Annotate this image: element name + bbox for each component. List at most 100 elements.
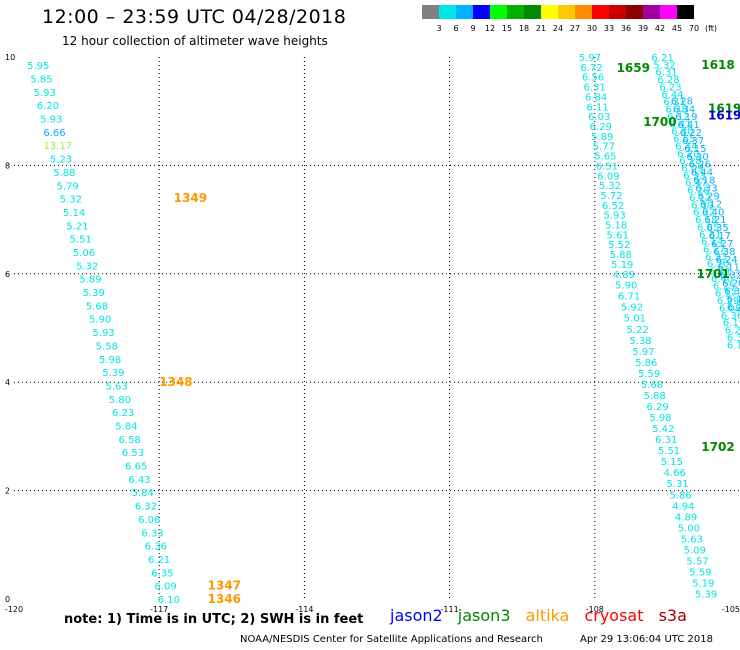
scale-swatch bbox=[558, 5, 575, 19]
wave-height-value: 6.66 bbox=[43, 128, 65, 139]
wave-height-value: 6.23 bbox=[112, 408, 134, 419]
footer-credit: NOAA/NESDIS Center for Satellite Applica… bbox=[240, 634, 543, 645]
wave-height-value: 6.32 bbox=[720, 271, 740, 282]
x-tick-label: -111 bbox=[441, 605, 459, 614]
wave-height-value: 6.12 bbox=[667, 112, 689, 123]
satellite-legend: jason2 jason3 altika cryosat s3a bbox=[390, 606, 697, 625]
wave-height-value: 6.36 bbox=[724, 286, 740, 297]
wave-height-value: 5.84 bbox=[115, 421, 137, 432]
wave-height-value: 6.29 bbox=[698, 191, 720, 202]
wave-height-value: 6.21 bbox=[651, 53, 673, 64]
track-1702: 5.906.715.925.015.225.385.975.865.595.68… bbox=[615, 281, 717, 601]
wave-height-value: 6.30 bbox=[671, 127, 693, 138]
wave-height-value: 6.39 bbox=[691, 200, 713, 211]
y-tick-label: 2 bbox=[5, 487, 10, 496]
wave-height-value: 6.22 bbox=[725, 326, 740, 337]
track-1346: 5.95 5.85 5.93 6.20 5.93 6.66 13.17 5.23 5.88 5.7… bbox=[27, 61, 180, 606]
wave-height-value: 6.35 bbox=[151, 568, 173, 579]
scale-label: 9 bbox=[470, 24, 475, 33]
wave-height-value: 5.97 bbox=[579, 53, 601, 64]
page-subtitle: 12 hour collection of altimeter wave hei… bbox=[62, 34, 328, 48]
wave-height-value: 6.27 bbox=[703, 245, 725, 256]
track-1619: 6.286.346.196.416.226.376.156.306.266.44… bbox=[671, 96, 740, 313]
wave-height-value: 6.31 bbox=[727, 333, 740, 344]
note-text: note: 1) Time is in UTC; 2) SWH is in fe… bbox=[64, 612, 364, 627]
scale-label: 39 bbox=[638, 24, 648, 33]
wave-height-value: 6.41 bbox=[677, 120, 699, 131]
wave-height-value: 5.21 bbox=[66, 221, 88, 232]
wave-height-value: 6.14 bbox=[701, 237, 723, 248]
scale-swatch bbox=[524, 5, 541, 19]
scale-label: 15 bbox=[502, 24, 512, 33]
wave-height-value: 6.31 bbox=[655, 68, 677, 79]
scale-label: 21 bbox=[536, 24, 546, 33]
wave-height-value: 6.34 bbox=[673, 104, 695, 115]
time-label: 1346 bbox=[208, 592, 241, 606]
wave-height-value: 5.01 bbox=[624, 314, 646, 325]
wave-height-value: 5.00 bbox=[678, 523, 700, 534]
wave-height-value: 6.33 bbox=[141, 528, 163, 539]
wave-height-value: 6.58 bbox=[119, 435, 141, 446]
wave-height-value: 5.77 bbox=[593, 142, 615, 153]
time-label: 1659 bbox=[617, 61, 650, 75]
wave-height-value: 6.21 bbox=[148, 555, 170, 566]
wave-height-value: 6.11 bbox=[709, 267, 731, 278]
wave-height-value: 4.94 bbox=[672, 501, 694, 512]
wave-height-value: 6.41 bbox=[669, 119, 691, 130]
wave-height-value: 6.29 bbox=[717, 296, 739, 307]
wave-height-value: 5.23 bbox=[50, 155, 72, 166]
wave-height-value: 6.51 bbox=[596, 161, 618, 172]
wave-height-value: 6.15 bbox=[727, 340, 740, 351]
wave-height-value: 6.29 bbox=[727, 302, 740, 313]
scale-swatch bbox=[626, 5, 643, 19]
wave-height-value: 6.20 bbox=[707, 259, 729, 270]
wave-height-value: 5.59 bbox=[689, 568, 711, 579]
wave-height-value: 6.18 bbox=[695, 215, 717, 226]
y-tick-label: 0 bbox=[5, 595, 10, 604]
wave-height-value: 5.42 bbox=[652, 424, 674, 435]
wave-height-value: 5.90 bbox=[615, 281, 637, 292]
wave-height-value: 5.32 bbox=[76, 261, 98, 272]
legend-jason3: jason3 bbox=[457, 606, 511, 625]
wave-height-value: 5.90 bbox=[89, 315, 111, 326]
scale-swatch bbox=[541, 5, 558, 19]
wave-height-value: 6.44 bbox=[661, 90, 683, 101]
wave-height-value: 5.95 bbox=[27, 61, 49, 72]
wave-height-value: 6.28 bbox=[671, 96, 693, 107]
wave-height-value: 5.79 bbox=[56, 181, 78, 192]
wave-height-value: 6.28 bbox=[657, 75, 679, 86]
wave-height-value: 6.30 bbox=[686, 152, 708, 163]
y-tick-label: 8 bbox=[5, 161, 10, 170]
scale-label: 6 bbox=[453, 24, 458, 33]
x-tick-label: -108 bbox=[586, 605, 604, 614]
wave-height-value: 6.15 bbox=[684, 144, 706, 155]
wave-height-value: 6.31 bbox=[663, 97, 685, 108]
scale-swatch bbox=[422, 5, 439, 19]
scale-label: 30 bbox=[587, 24, 597, 33]
wave-height-value: 5.68 bbox=[641, 380, 663, 391]
wave-height-value: 6.17 bbox=[709, 231, 731, 242]
wave-height-value: 5.93 bbox=[603, 211, 625, 222]
wave-height-value: 5.68 bbox=[86, 301, 108, 312]
wave-height-value: 6.72 bbox=[580, 63, 602, 74]
wave-height-value: 6.11 bbox=[587, 102, 609, 113]
time-label: 1349 bbox=[174, 191, 207, 205]
wave-height-value: 5.51 bbox=[658, 446, 680, 457]
wave-height-value: 6.17 bbox=[715, 289, 737, 300]
wave-height-value: 5.93 bbox=[40, 115, 62, 126]
wave-height-value: 6.84 bbox=[585, 92, 607, 103]
wave-height-value: 6.37 bbox=[682, 136, 704, 147]
wave-height-value: 6.26 bbox=[687, 186, 709, 197]
wave-height-value: 5.98 bbox=[99, 355, 121, 366]
wave-height-value: 6.09 bbox=[154, 582, 176, 593]
wave-height-value: 6.32 bbox=[135, 502, 157, 513]
wave-height-value: 5.98 bbox=[649, 413, 671, 424]
x-tick-label: -117 bbox=[150, 605, 168, 614]
page-title: 12:00 – 23:59 UTC 04/28/2018 bbox=[42, 6, 347, 28]
wave-height-value: 6.40 bbox=[711, 274, 733, 285]
wave-height-value: 4.66 bbox=[664, 468, 686, 479]
wave-height-value: 5.88 bbox=[644, 391, 666, 402]
wave-height-value: 6.33 bbox=[705, 252, 727, 263]
scale-label: 42 bbox=[655, 24, 665, 33]
wave-height-value: 6.20 bbox=[37, 101, 59, 112]
